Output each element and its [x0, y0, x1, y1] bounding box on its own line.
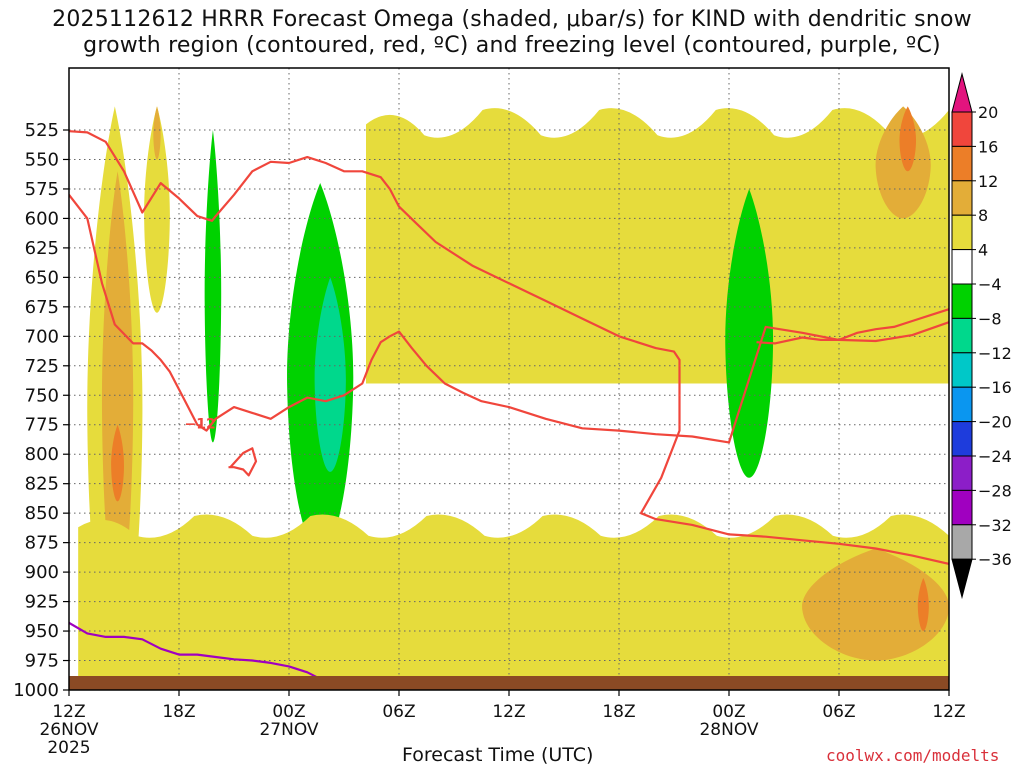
xtick-date-36: 28NOV	[699, 720, 758, 740]
ytick-label-525: 525	[25, 120, 59, 141]
ytick-label-550: 550	[25, 149, 59, 170]
colorbar-label-13: −36	[978, 550, 1012, 569]
snow-growth-contour-1	[69, 194, 949, 444]
ytick-label-625: 625	[25, 238, 59, 259]
freezing-level-contour-0	[69, 621, 327, 683]
colorbar-band-5	[951, 283, 973, 319]
xtick-label-48: 12Z	[932, 702, 965, 722]
contour-layer: −12	[69, 130, 949, 683]
xtick-label-42: 06Z	[822, 702, 855, 722]
xtick-label-24: 12Z	[492, 702, 525, 722]
snow-growth-contour-2	[756, 308, 949, 345]
colorbar-band-8	[951, 386, 973, 423]
omega-region-8	[366, 108, 949, 384]
omega-region-1	[101, 171, 134, 608]
colorbar-label-12: −32	[978, 516, 1012, 535]
grid-layer	[69, 68, 949, 690]
colorbar-label-10: −24	[978, 447, 1012, 466]
xtick-label-18: 06Z	[382, 702, 415, 722]
omega-region-3	[144, 106, 170, 313]
ytick-label-750: 750	[25, 385, 59, 406]
colorbar: 20 16 12 8 4 −4 −8 −12 −16 −20 −24 −28 −32 −36	[951, 72, 1012, 600]
colorbar-band-6	[951, 317, 973, 354]
colorbar-bottom-arrow	[951, 558, 973, 600]
ytick-label-575: 575	[25, 179, 59, 200]
colorbar-label-3: 8	[978, 206, 988, 225]
terrain-band	[69, 676, 949, 690]
ytick-label-925: 925	[25, 592, 59, 613]
omega-region-5	[204, 130, 222, 443]
ytick-label-850: 850	[25, 503, 59, 524]
ytick-label-825: 825	[25, 474, 59, 495]
colorbar-label-2: 12	[978, 172, 998, 191]
omega-region-2	[111, 424, 125, 502]
colorbar-label-5: −4	[978, 275, 1002, 294]
omega-region-10	[725, 188, 774, 478]
axis-layer: 525 550 575 600 625 650 675 700 725 750 775 800 825 8…	[13, 120, 965, 758]
omega-region-7	[314, 277, 346, 472]
colorbar-label-7: −12	[978, 344, 1012, 363]
xtick-label-0: 12Z	[52, 702, 85, 722]
omega-region-14	[917, 578, 929, 632]
colorbar-band-7	[951, 352, 973, 388]
xtick-date-0: 26NOV	[39, 720, 98, 740]
omega-shading-layer	[78, 106, 949, 690]
ytick-label-675: 675	[25, 297, 59, 318]
omega-region-4	[153, 106, 161, 160]
colorbar-band-10	[951, 455, 973, 491]
chart-title-line-2: growth region (contoured, red, ºC) and f…	[83, 33, 941, 58]
xtick-label-6: 18Z	[162, 702, 195, 722]
colorbar-band-1	[951, 145, 973, 182]
ytick-label-900: 900	[25, 562, 59, 583]
colorbar-band-9	[951, 421, 973, 457]
colorbar-band-12	[951, 524, 973, 560]
omega-region-9	[78, 514, 949, 690]
ytick-label-725: 725	[25, 356, 59, 377]
colorbar-label-11: −28	[978, 481, 1012, 500]
xtick-label-36: 00Z	[712, 702, 745, 722]
colorbar-label-1: 16	[978, 137, 998, 156]
colorbar-band-3	[951, 214, 973, 251]
omega-region-13	[802, 548, 949, 661]
colorbar-top-arrow	[951, 72, 973, 113]
xtick-date-12: 27NOV	[259, 720, 318, 740]
ytick-label-800: 800	[25, 444, 59, 465]
xtick-year-0: 2025	[47, 738, 90, 758]
credit-text: coolwx.com/modelts	[826, 746, 1000, 765]
colorbar-label-6: −8	[978, 309, 1002, 328]
chart-title-line-1: 2025112612 HRRR Forecast Omega (shaded, …	[52, 7, 972, 32]
contour-label-minus-12: −12	[185, 417, 216, 433]
ytick-label-600: 600	[25, 208, 59, 229]
colorbar-band-0	[951, 111, 973, 147]
colorbar-band-11	[951, 489, 973, 526]
colorbar-label-8: −16	[978, 378, 1012, 397]
colorbar-band-2	[951, 180, 973, 216]
colorbar-label-4: 4	[978, 241, 988, 260]
x-axis-label: Forecast Time (UTC)	[402, 744, 594, 766]
ytick-label-650: 650	[25, 267, 59, 288]
colorbar-label-0: 20	[978, 103, 998, 122]
colorbar-label-9: −20	[978, 413, 1012, 432]
ytick-label-875: 875	[25, 533, 59, 554]
snow-growth-contour-3	[228, 447, 258, 477]
xtick-label-30: 18Z	[602, 702, 635, 722]
xtick-label-12: 00Z	[272, 702, 305, 722]
ytick-label-775: 775	[25, 415, 59, 436]
snow-growth-contour-0	[69, 130, 949, 565]
ytick-label-1000: 1000	[13, 680, 59, 701]
ytick-label-950: 950	[25, 621, 59, 642]
omega-region-12	[899, 106, 917, 172]
colorbar-band-4	[951, 249, 973, 285]
ytick-label-700: 700	[25, 326, 59, 347]
ytick-label-975: 975	[25, 651, 59, 672]
